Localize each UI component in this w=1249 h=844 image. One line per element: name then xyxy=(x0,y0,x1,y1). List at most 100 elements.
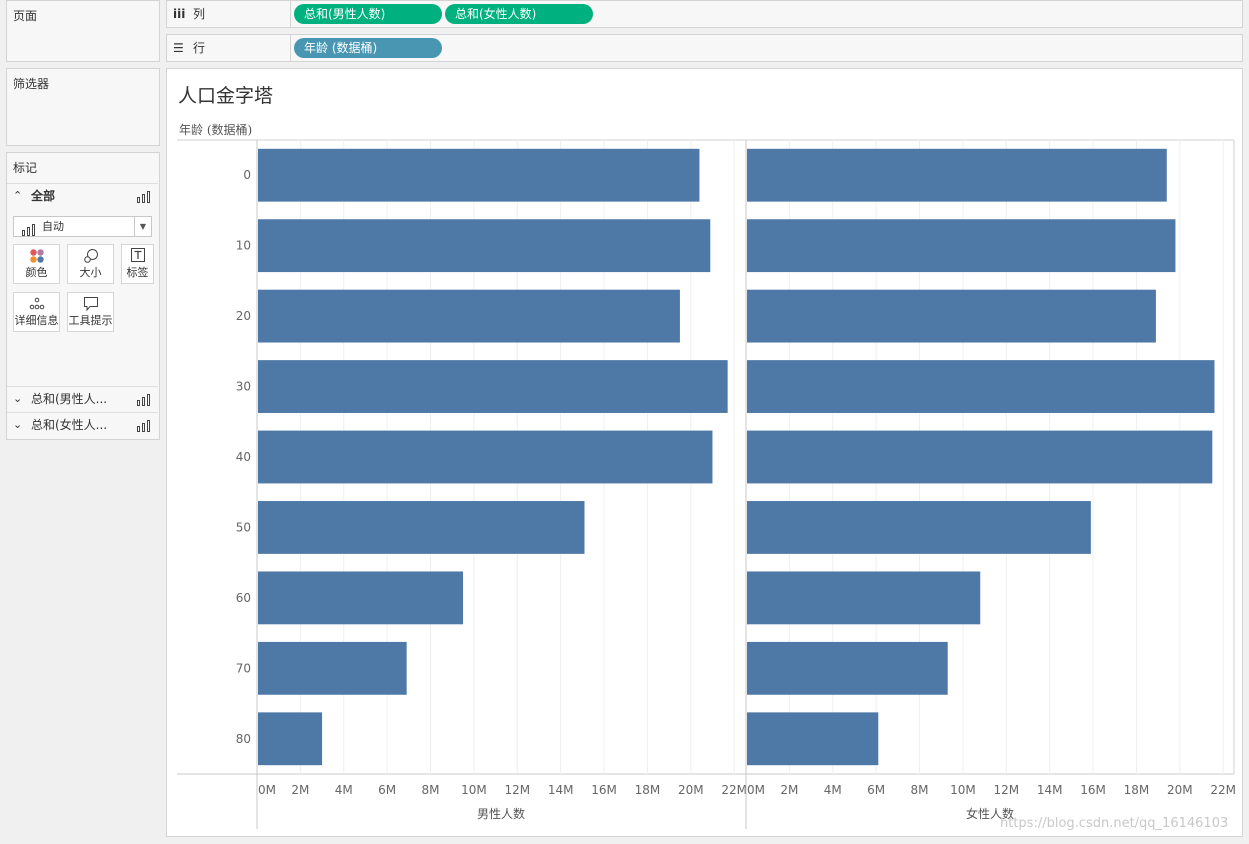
marks-measure-female-label: 总和(女性人... xyxy=(31,418,108,432)
bar xyxy=(258,712,323,766)
x-tick-label: 4M xyxy=(335,783,353,797)
tooltip-button[interactable]: 工具提示 xyxy=(67,292,114,332)
detail-button[interactable]: 详细信息 xyxy=(13,292,60,332)
x-tick-label: 18M xyxy=(635,783,661,797)
bar xyxy=(258,219,711,273)
marks-measure-male-row[interactable]: ⌄ 总和(男性人... xyxy=(7,386,158,412)
row-field-header[interactable]: 年龄 (数据桶) xyxy=(179,123,253,137)
category-label: 40 xyxy=(236,450,251,464)
label-button-label: 标签 xyxy=(126,266,149,279)
x-tick-label: 8M xyxy=(911,783,929,797)
bar xyxy=(747,430,1213,484)
marks-measure-male-label: 总和(男性人... xyxy=(31,392,108,406)
x-axis-title: 男性人数 xyxy=(477,806,525,821)
x-tick-label: 10M xyxy=(950,783,976,797)
bar-chart-icon xyxy=(137,413,150,437)
label-button[interactable]: 标签 xyxy=(121,244,154,284)
x-tick-label: 22M xyxy=(1210,783,1236,797)
rows-shelf[interactable]: ☰ 行 年龄 (数据桶) xyxy=(166,34,1243,62)
column-pill-female[interactable]: 总和(女性人数) xyxy=(445,4,593,24)
row-pill-age-bins[interactable]: 年龄 (数据桶) xyxy=(294,38,442,58)
x-tick-label: 6M xyxy=(867,783,885,797)
size-button-label: 大小 xyxy=(79,266,102,279)
size-icon xyxy=(68,245,113,267)
x-tick-label: 0M xyxy=(258,783,276,797)
detail-icon xyxy=(14,293,59,315)
bar xyxy=(747,289,1156,343)
category-label: 80 xyxy=(236,732,251,746)
marks-card-title: 标记 xyxy=(13,161,38,175)
column-pill-male[interactable]: 总和(男性人数) xyxy=(294,4,442,24)
bar-chart-icon xyxy=(22,220,35,239)
x-tick-label: 10M xyxy=(461,783,487,797)
category-label: 0 xyxy=(243,168,251,182)
bar xyxy=(258,148,700,202)
x-tick-label: 22M xyxy=(721,783,747,797)
category-label: 20 xyxy=(236,309,251,323)
x-tick-label: 14M xyxy=(548,783,574,797)
category-label: 50 xyxy=(236,520,251,534)
x-tick-label: 18M xyxy=(1124,783,1150,797)
chevron-down-icon[interactable]: ⌄ xyxy=(13,392,23,405)
viz-pane: 人口金字塔 年龄 (数据桶) 0M 2M 4M 6M 8M 10M 12M 14M 16M 18M… xyxy=(166,68,1243,837)
columns-shelf[interactable]: iii 列 总和(男性人数) 总和(女性人数) xyxy=(166,0,1243,28)
bar xyxy=(747,148,1167,202)
x-tick-label: 6M xyxy=(378,783,396,797)
watermark-text: https://blog.csdn.net/qq_16146103 xyxy=(1000,816,1229,831)
category-label: 10 xyxy=(236,239,251,253)
columns-shelf-header: iii 列 xyxy=(167,1,291,27)
mark-type-select[interactable]: 自动 ▼ xyxy=(13,216,152,237)
category-label: 60 xyxy=(236,591,251,605)
marks-all-label: 全部 xyxy=(31,189,56,203)
x-tick-label: 16M xyxy=(1080,783,1106,797)
x-tick-label: 2M xyxy=(780,783,798,797)
columns-shelf-label: 列 xyxy=(193,7,206,21)
x-tick-label: 20M xyxy=(1167,783,1193,797)
x-tick-label: 8M xyxy=(422,783,440,797)
x-tick-label: 14M xyxy=(1037,783,1063,797)
mark-type-value: 自动 xyxy=(42,220,64,233)
bar xyxy=(258,641,407,695)
pages-panel[interactable]: 页面 xyxy=(6,0,160,62)
x-tick-label: 4M xyxy=(824,783,842,797)
bar-chart-icon xyxy=(137,387,150,411)
detail-button-label: 详细信息 xyxy=(14,314,59,327)
tooltip-icon xyxy=(68,293,113,315)
chevron-down-icon[interactable]: ▼ xyxy=(134,217,151,236)
filters-panel-title: 筛选器 xyxy=(13,77,50,91)
rows-shelf-header: ☰ 行 xyxy=(167,35,291,61)
bar xyxy=(747,360,1215,413)
marks-all-row[interactable]: ⌃ 全部 xyxy=(7,183,158,209)
bar xyxy=(747,501,1091,554)
bar xyxy=(258,571,464,625)
chevron-up-icon[interactable]: ⌃ xyxy=(13,189,23,202)
color-button[interactable]: 颜色 xyxy=(13,244,60,284)
category-label: 70 xyxy=(236,661,251,675)
bar xyxy=(258,289,680,343)
marks-card: 标记 ⌃ 全部 自动 ▼ 颜色 大小 xyxy=(6,152,160,440)
x-tick-label: 12M xyxy=(993,783,1019,797)
bar xyxy=(258,501,585,554)
bar xyxy=(258,430,713,484)
x-tick-label: 2M xyxy=(291,783,309,797)
x-tick-label: 16M xyxy=(591,783,617,797)
bar xyxy=(747,641,948,695)
population-pyramid-chart: 0M 2M 4M 6M 8M 10M 12M 14M 16M 18M 20M 22M 男性人数 0M 2M 4… xyxy=(177,139,1236,829)
color-button-label: 颜色 xyxy=(25,266,48,279)
columns-icon: iii xyxy=(173,7,186,21)
color-icon xyxy=(14,245,59,267)
chart-title: 人口金字塔 xyxy=(178,85,274,107)
bar xyxy=(258,360,728,413)
filters-panel[interactable]: 筛选器 xyxy=(6,68,160,146)
chevron-down-icon[interactable]: ⌄ xyxy=(13,418,23,431)
size-button[interactable]: 大小 xyxy=(67,244,114,284)
rows-icon: ☰ xyxy=(173,41,184,55)
marks-measure-female-row[interactable]: ⌄ 总和(女性人... xyxy=(7,412,158,438)
text-label-icon xyxy=(122,245,153,267)
tooltip-button-label: 工具提示 xyxy=(68,314,113,327)
rows-shelf-label: 行 xyxy=(193,41,206,55)
bar xyxy=(747,712,879,766)
x-tick-label: 0M xyxy=(747,783,765,797)
x-tick-label: 20M xyxy=(678,783,704,797)
x-tick-label: 12M xyxy=(504,783,530,797)
